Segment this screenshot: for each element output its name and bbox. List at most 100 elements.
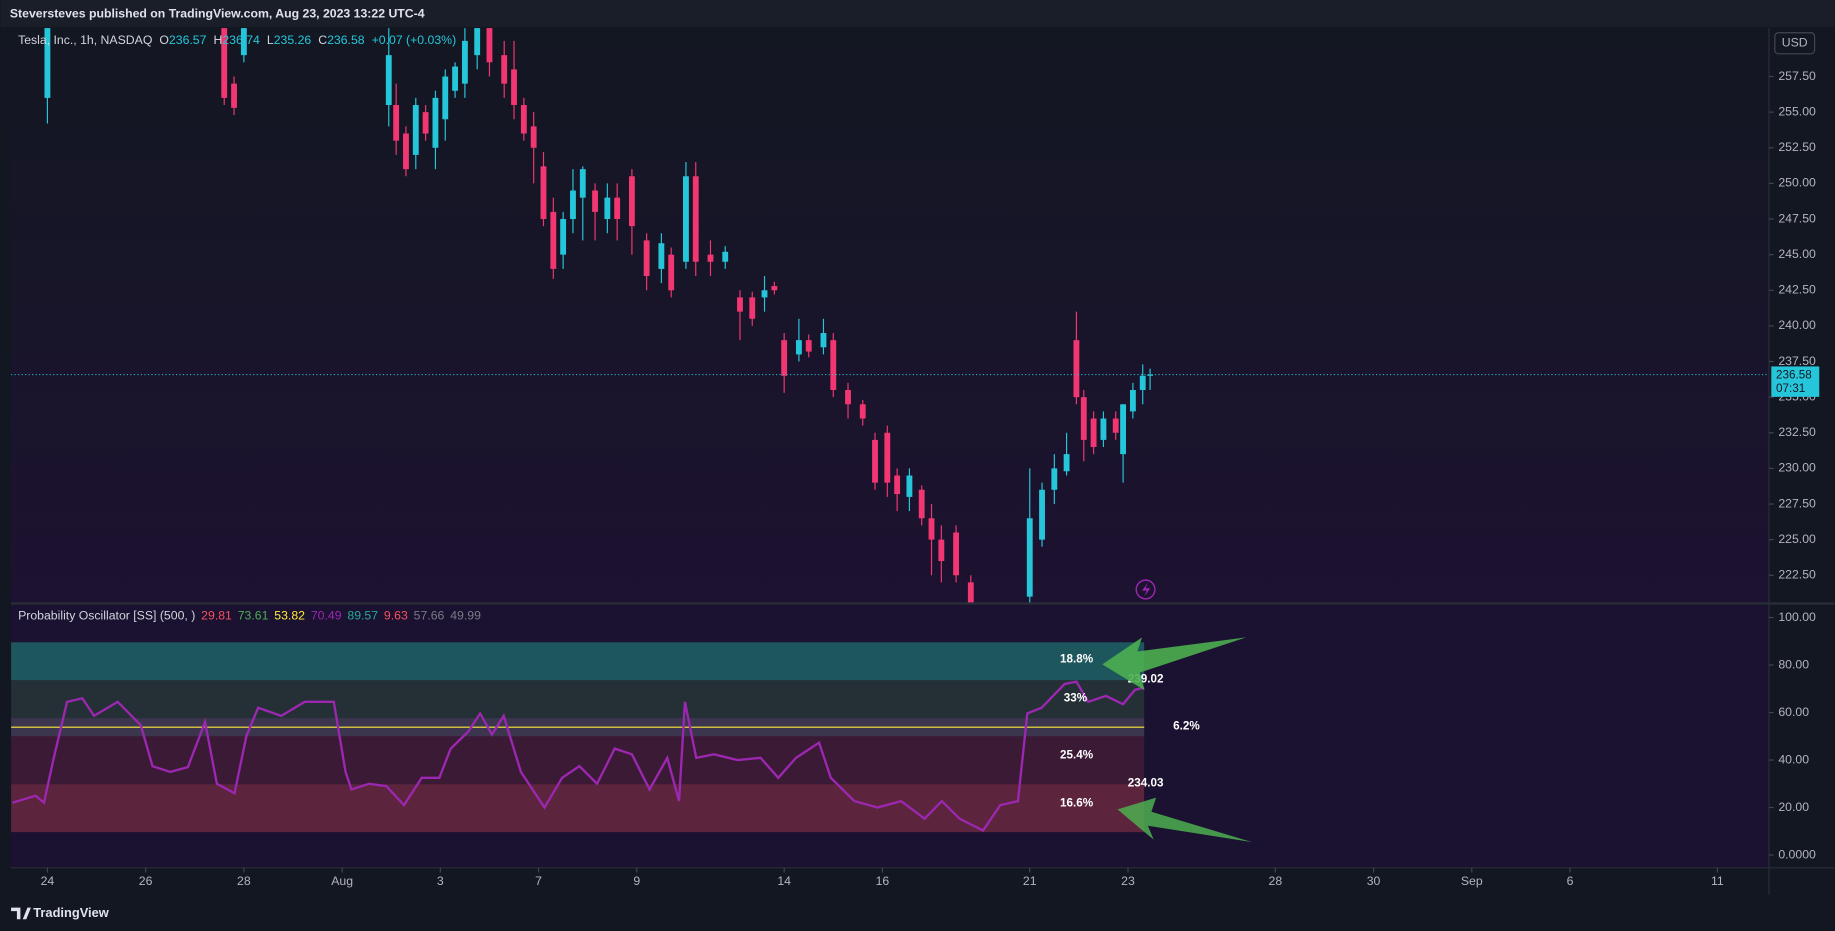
candle-body xyxy=(737,297,743,312)
time-tick-label: 26 xyxy=(139,874,153,888)
candle-body xyxy=(614,197,621,220)
candle-body xyxy=(692,176,699,262)
time-tick-label: 24 xyxy=(41,874,55,888)
time-tick-label: 30 xyxy=(1367,874,1381,888)
arrow-lower xyxy=(1117,797,1253,843)
candle-body xyxy=(906,475,913,497)
candle-body xyxy=(1129,390,1136,412)
ohlc-value: 236.74 xyxy=(222,33,260,47)
candle-body xyxy=(761,290,768,298)
annotation: 6.2% xyxy=(1173,719,1200,732)
price-tick-label: 237.50 xyxy=(1778,354,1816,368)
candle-body xyxy=(412,105,419,155)
osc-tick-label: 100.00 xyxy=(1778,610,1816,624)
time-tick-label: 7 xyxy=(535,874,542,888)
candle-body xyxy=(1090,418,1097,448)
time-tick-label: Sep xyxy=(1461,874,1483,888)
annotation: 25.4% xyxy=(1060,749,1094,762)
currency: USD xyxy=(1782,36,1808,50)
arrow-upper xyxy=(1102,637,1247,691)
probability-band xyxy=(11,736,1145,785)
time-tick-label: Aug xyxy=(331,874,353,888)
oscillator-legend: Probability Oscillator [SS] (500, ) 29.81… xyxy=(18,609,481,623)
osc-tick-label: 0.0000 xyxy=(1778,847,1816,861)
time-tick-label: 14 xyxy=(777,874,791,888)
symbol-name: Tesla, Inc., 1h, NASDAQ xyxy=(18,33,152,47)
candle-body xyxy=(579,169,586,198)
candle-body xyxy=(474,28,481,56)
ohlc-key: O xyxy=(159,33,169,47)
ohlc-key: C xyxy=(318,33,327,47)
candle-body xyxy=(1026,518,1033,597)
oscillator-pane xyxy=(11,604,1769,868)
osc-tick-label: 60.00 xyxy=(1778,705,1809,719)
candle-body xyxy=(953,532,960,576)
time-tick-label: 21 xyxy=(1023,874,1037,888)
tv-logo xyxy=(11,907,31,920)
candle-body xyxy=(560,219,567,255)
price-tick-label: 242.50 xyxy=(1778,283,1816,297)
price-tick-label: 225.00 xyxy=(1778,532,1816,546)
candle-body xyxy=(530,126,537,148)
last-price-tag xyxy=(1771,366,1820,397)
candle-body xyxy=(570,190,576,220)
candle-body xyxy=(461,40,468,84)
legend-value: 9.63 xyxy=(384,609,408,623)
candle-body xyxy=(240,28,247,56)
price-change: +0.07 (+0.03%) xyxy=(372,33,457,47)
candle-body xyxy=(918,489,925,519)
candle-body xyxy=(432,97,439,148)
annotation: 33% xyxy=(1064,691,1088,704)
footer-bar xyxy=(0,894,1835,931)
candle-body xyxy=(749,297,756,319)
candle-body xyxy=(44,28,51,98)
event-icon[interactable] xyxy=(1135,579,1156,600)
probability-band xyxy=(11,784,1145,833)
candle-body xyxy=(820,333,827,348)
candle-body xyxy=(592,190,598,212)
candle-body xyxy=(683,176,689,262)
probability-band xyxy=(11,680,1145,719)
candle-body xyxy=(1147,374,1154,376)
annotation: 16.6% xyxy=(1060,797,1094,810)
candle-body xyxy=(385,55,392,106)
candle-body xyxy=(422,112,429,134)
candle-body xyxy=(550,211,557,269)
candle-body xyxy=(403,133,409,170)
price-tick-label: 240.00 xyxy=(1778,318,1816,332)
annotation: 234.03 xyxy=(1128,777,1164,790)
osc-tick-label: 80.00 xyxy=(1778,657,1809,671)
candle-body xyxy=(938,539,945,562)
price-tick-label: 245.00 xyxy=(1778,247,1816,261)
candle-body xyxy=(795,340,802,355)
candle-body xyxy=(520,105,527,134)
time-tick-label: 23 xyxy=(1121,874,1135,888)
oscillator-title: Probability Oscillator [SS] (500, ) xyxy=(18,609,195,623)
candle-body xyxy=(486,28,493,63)
price-pane xyxy=(11,28,1769,603)
footer: TradingView xyxy=(33,905,110,920)
candle-body xyxy=(1120,404,1126,455)
candle-body xyxy=(231,83,237,108)
candle-body xyxy=(452,66,459,91)
candle-body xyxy=(540,166,547,220)
countdown-label: 07:31 xyxy=(1776,382,1805,395)
ohlc-value: 235.26 xyxy=(274,33,312,47)
candle-body xyxy=(1073,340,1080,398)
osc-tick-label: 40.00 xyxy=(1778,752,1809,766)
currency-box[interactable] xyxy=(1774,32,1816,55)
legend-value: 89.57 xyxy=(347,609,378,623)
legend-value: 29.81 xyxy=(201,609,232,623)
candle-body xyxy=(1080,397,1087,440)
candle-body xyxy=(872,439,878,483)
candle-body xyxy=(1051,468,1058,490)
price-tick-label: 230.00 xyxy=(1778,461,1816,475)
price-tick-label: 232.50 xyxy=(1778,425,1816,439)
last-price-label: 236.58 xyxy=(1776,368,1812,381)
time-tick-label: 28 xyxy=(237,874,251,888)
candle-body xyxy=(894,475,901,495)
legend-value: 49.99 xyxy=(450,609,481,623)
candle-body xyxy=(781,340,788,376)
ohlc-key: H xyxy=(213,33,222,47)
